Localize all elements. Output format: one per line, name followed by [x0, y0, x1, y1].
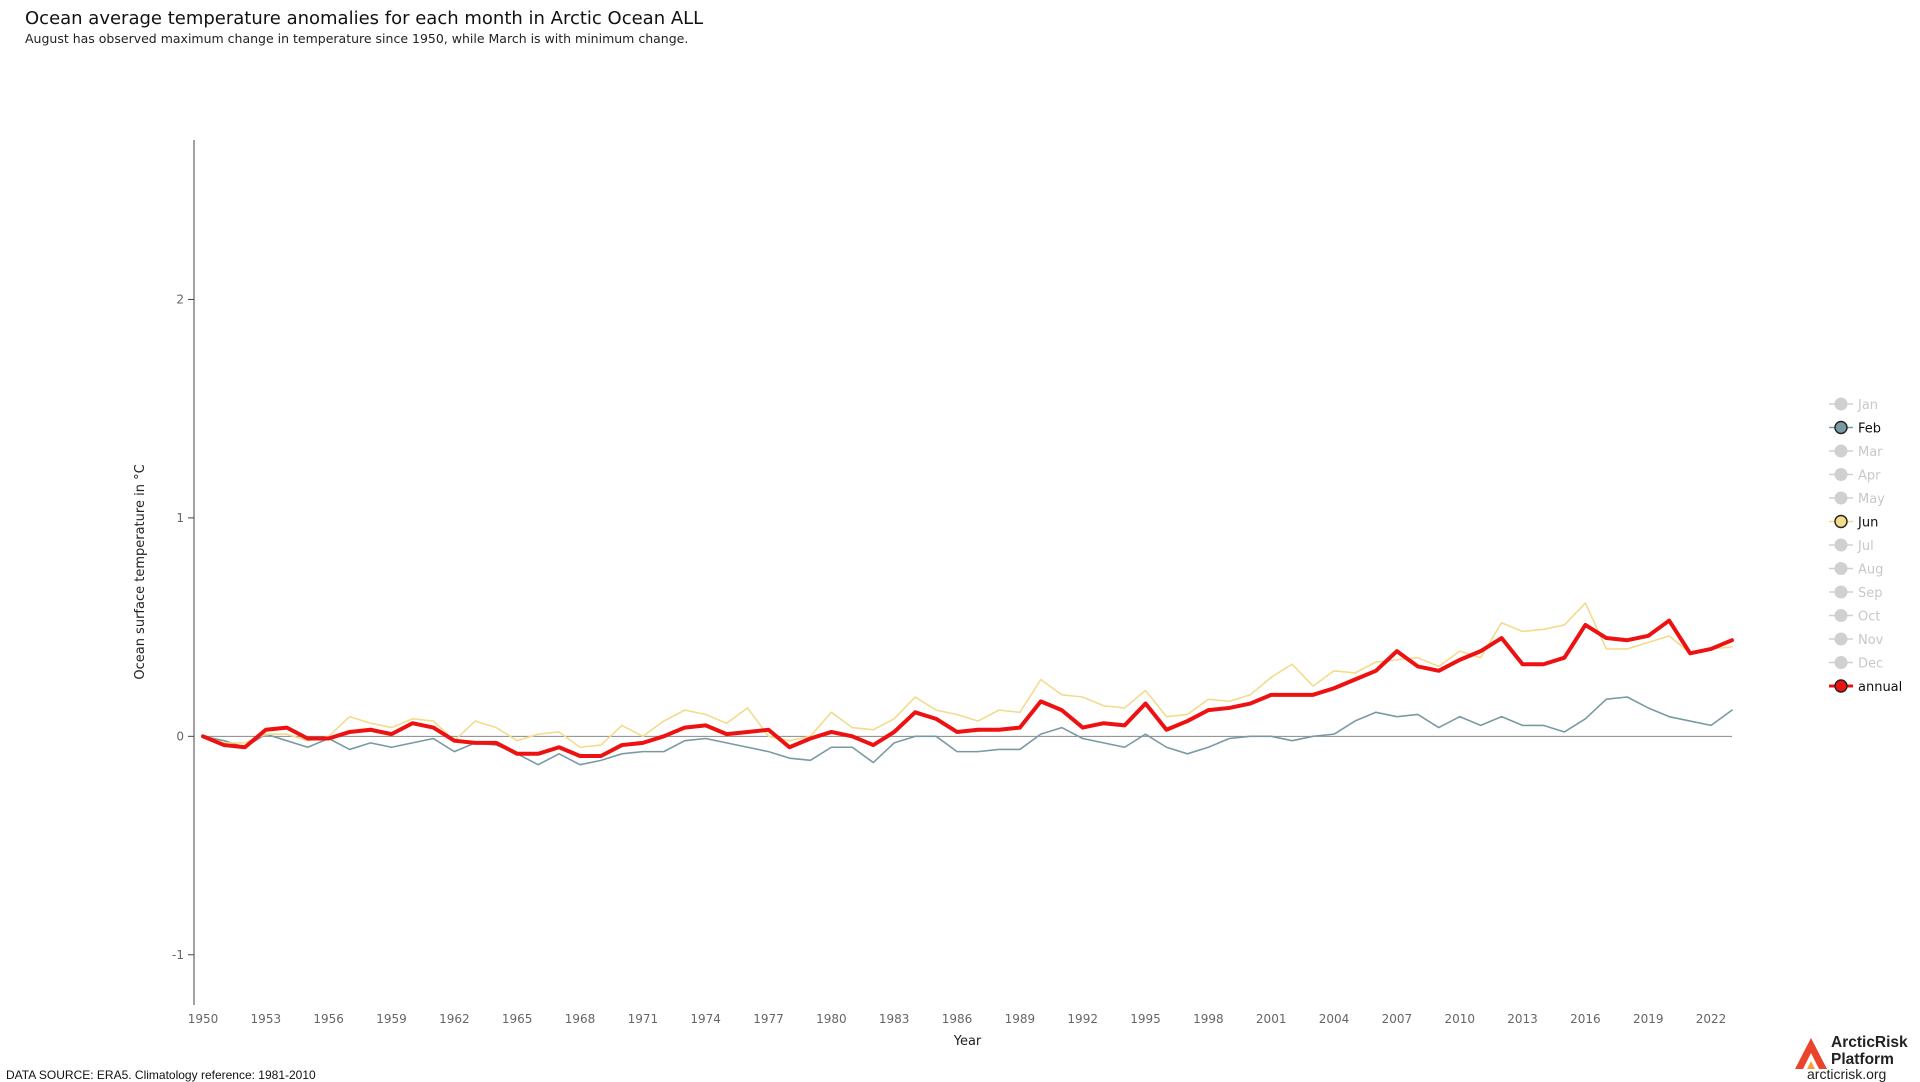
legend-marker — [1834, 679, 1848, 693]
x-tick-label: 1959 — [376, 1012, 407, 1026]
x-tick-label: 1980 — [816, 1012, 847, 1026]
legend-label: annual — [1858, 680, 1902, 695]
legend-label: Mar — [1858, 445, 1883, 460]
y-tick-label: 0 — [176, 729, 184, 743]
x-tick-label: 2019 — [1633, 1012, 1664, 1026]
legend-label: Oct — [1858, 610, 1880, 625]
legend-item-jan[interactable]: Jan — [1829, 397, 1878, 413]
x-tick-label: 1965 — [502, 1012, 533, 1026]
x-tick-label: 1998 — [1193, 1012, 1224, 1026]
x-tick-label: 1986 — [942, 1012, 973, 1026]
legend-item-nov[interactable]: Nov — [1829, 632, 1884, 648]
logo-name: ArcticRisk Platform — [1831, 1034, 1908, 1068]
chart-title: Ocean average temperature anomalies for … — [25, 8, 704, 29]
x-tick-label: 2007 — [1382, 1012, 1413, 1026]
x-tick-label: 1992 — [1067, 1012, 1098, 1026]
series-line-feb — [202, 696, 1733, 766]
legend-marker — [1834, 491, 1848, 505]
series-layer — [201, 602, 1734, 766]
y-axis-title: Ocean surface temperature in °C — [133, 464, 148, 679]
legend-item-annual[interactable]: annual — [1829, 679, 1902, 695]
legend-marker — [1834, 420, 1848, 435]
legend-marker — [1834, 538, 1848, 552]
arcticrisk-logo[interactable]: ArcticRisk Platform arcticrisk.org — [1793, 1032, 1918, 1082]
x-tick-label: 1953 — [251, 1012, 282, 1026]
x-tick-label: 2004 — [1319, 1012, 1350, 1026]
series-line-annual — [201, 618, 1734, 758]
legend-label: Feb — [1858, 422, 1881, 437]
legend-item-jun[interactable]: Jun — [1829, 514, 1878, 531]
x-tick-label: 1983 — [879, 1012, 910, 1026]
legend-marker — [1834, 468, 1848, 481]
x-tick-label: 2001 — [1256, 1012, 1287, 1026]
x-tick-label: 1956 — [313, 1012, 344, 1026]
x-tick-label: 1974 — [690, 1012, 721, 1026]
legend-item-oct[interactable]: Oct — [1829, 609, 1880, 625]
legend-label: Nov — [1858, 633, 1884, 648]
x-tick-label: 1962 — [439, 1012, 470, 1026]
y-tick-label: 1 — [176, 511, 184, 525]
legend-label: Aug — [1858, 563, 1883, 578]
legend-item-jul[interactable]: Jul — [1829, 538, 1874, 554]
logo-mark-icon — [1795, 1038, 1827, 1069]
x-tick-label: 2022 — [1696, 1012, 1727, 1026]
legend-marker — [1834, 609, 1848, 622]
x-tick-label: 2013 — [1507, 1012, 1538, 1026]
legend-item-feb[interactable]: Feb — [1829, 420, 1881, 437]
x-tick-label: 1950 — [188, 1012, 219, 1026]
legend-label: Jul — [1857, 539, 1874, 554]
legend-item-may[interactable]: May — [1829, 491, 1885, 507]
y-tick-label: -1 — [172, 948, 184, 962]
x-tick-label: 1971 — [628, 1012, 659, 1026]
x-tick-label: 2016 — [1570, 1012, 1601, 1026]
legend-marker — [1834, 656, 1848, 669]
series-line-jun — [202, 602, 1733, 749]
legend-marker — [1834, 514, 1848, 529]
data-source-note: DATA SOURCE: ERA5. Climatology reference… — [6, 1068, 316, 1082]
legend-marker — [1834, 444, 1848, 458]
x-tick-label: 1995 — [1130, 1012, 1161, 1026]
legend-item-mar[interactable]: Mar — [1829, 444, 1883, 460]
legend-marker — [1834, 397, 1848, 411]
x-tick-label: 1989 — [1005, 1012, 1036, 1026]
legend-item-sep[interactable]: Sep — [1829, 585, 1883, 601]
legend-label: Jan — [1857, 398, 1878, 413]
x-tick-label: 1977 — [753, 1012, 784, 1026]
x-tick-label: 1968 — [565, 1012, 596, 1026]
logo-url: arcticrisk.org — [1807, 1066, 1887, 1082]
legend[interactable]: Jan Feb Mar Apr May Jun Jul Aug Sep Oct Nov Dec annu… — [1829, 397, 1902, 695]
legend-marker — [1834, 585, 1848, 599]
legend-item-aug[interactable]: Aug — [1829, 562, 1883, 578]
legend-label: Sep — [1858, 586, 1883, 601]
legend-item-dec[interactable]: Dec — [1829, 656, 1883, 672]
y-tick-label: 2 — [176, 292, 184, 306]
axes: -1 0 1 2 1950 1953 1956 1959 1962 1965 1968 1971 197… — [133, 140, 1732, 1049]
legend-marker — [1834, 632, 1848, 646]
chart-subtitle: August has observed maximum change in te… — [25, 31, 689, 46]
legend-marker — [1834, 562, 1848, 575]
x-tick-label: 2010 — [1444, 1012, 1475, 1026]
legend-label: Dec — [1858, 657, 1883, 672]
legend-label: May — [1858, 492, 1885, 507]
legend-item-apr[interactable]: Apr — [1829, 468, 1881, 484]
legend-label: Jun — [1857, 516, 1878, 531]
x-axis-title: Year — [953, 1034, 982, 1049]
legend-label: Apr — [1858, 469, 1881, 484]
